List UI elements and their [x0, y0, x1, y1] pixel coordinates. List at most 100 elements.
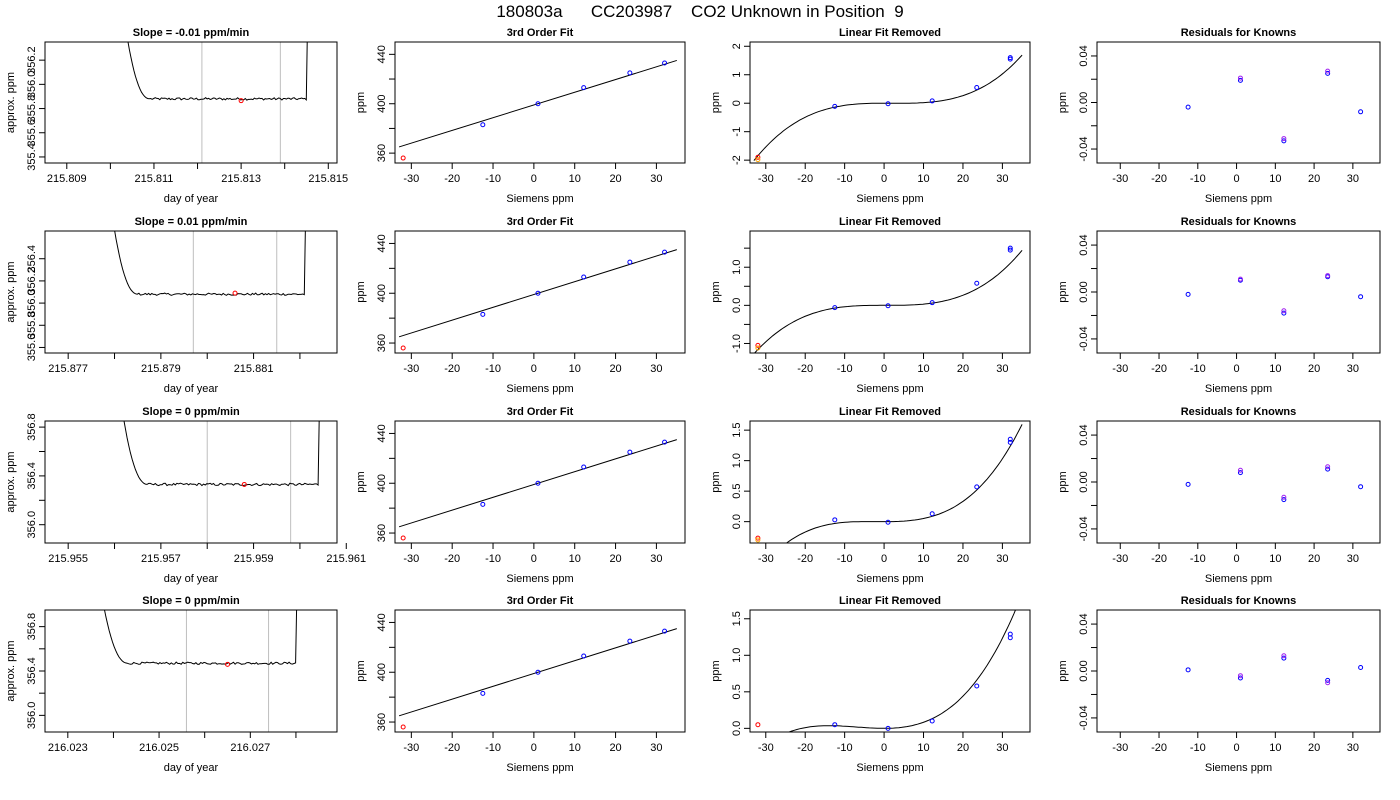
x-tick-label: 215.815 [308, 173, 348, 185]
x-axis-label: Siemens ppm [506, 573, 573, 585]
y-tick-label: 0.00 [1078, 471, 1090, 492]
panel-title: Slope = 0 ppm/min [142, 595, 240, 607]
x-tick-label: 0 [1233, 363, 1239, 375]
known-point [885, 725, 891, 731]
plot-area [398, 59, 677, 161]
unknown-point [755, 154, 761, 160]
y-tick-label: 0.00 [1078, 660, 1090, 681]
x-tick-label: -30 [403, 173, 419, 185]
x-axis-label: Siemens ppm [856, 383, 923, 395]
known-point [627, 449, 633, 455]
unknown-point [755, 722, 761, 728]
y-axis-label: ppm [710, 92, 722, 113]
plot-area [753, 245, 1023, 353]
x-tick-label: -30 [403, 553, 419, 565]
residual-point [1237, 467, 1243, 473]
x-tick-label: -30 [758, 363, 774, 375]
x-tick-label: 215.957 [141, 553, 181, 565]
x-tick-label: 10 [917, 553, 929, 565]
plot-area [1185, 273, 1364, 316]
x-tick-label: 216.025 [139, 742, 179, 754]
known-point [832, 305, 838, 311]
known-point [627, 70, 633, 76]
panel-r2c3: Residuals for Knowns Siemens ppm ppm -30 -20… [1057, 406, 1381, 585]
x-tick-label: -10 [485, 553, 501, 565]
y-axis-label: ppm [710, 281, 722, 302]
plot-area [398, 439, 677, 541]
x-tick-label: 215.955 [48, 553, 88, 565]
x-tick-label: -20 [797, 173, 813, 185]
known-point [581, 464, 587, 470]
plot-frame [394, 609, 686, 733]
x-tick-label: 20 [609, 173, 621, 185]
y-tick-label: 2 [731, 43, 743, 49]
residual-point [1237, 276, 1243, 282]
x-tick-label: 30 [1347, 742, 1359, 754]
y-tick-label: 356.8 [26, 613, 38, 641]
x-tick-label: -20 [1151, 553, 1167, 565]
known-point [480, 690, 486, 696]
panel-title: 3rd Order Fit [507, 406, 574, 418]
known-point [662, 439, 668, 445]
x-tick-label: 30 [996, 363, 1008, 375]
panel-r0c0: Slope = -0.01 ppm/min day of year approx. … [5, 27, 348, 205]
panel-title: 3rd Order Fit [507, 27, 574, 39]
unknown-marker [232, 290, 238, 296]
x-tick-label: 30 [1347, 553, 1359, 565]
known-point [581, 85, 587, 91]
x-tick-label: 0 [1233, 173, 1239, 185]
x-tick-label: 0 [531, 553, 537, 565]
x-tick-label: -30 [403, 363, 419, 375]
x-tick-label: -10 [1190, 553, 1206, 565]
x-tick-label: 20 [957, 553, 969, 565]
known-point [974, 683, 980, 689]
known-point [929, 98, 935, 104]
x-tick-label: -30 [758, 173, 774, 185]
x-tick-label: 10 [569, 173, 581, 185]
panel-title: Residuals for Knowns [1181, 595, 1297, 607]
plot-frame [44, 230, 338, 354]
trace-line [114, 231, 306, 296]
plot-frame [44, 420, 338, 544]
y-tick-label: 356.4 [26, 245, 38, 273]
y-axis-label: approx. ppm [5, 640, 17, 701]
x-tick-label: 30 [996, 742, 1008, 754]
y-axis-label: ppm [1057, 281, 1069, 302]
known-point [832, 103, 838, 109]
y-axis-label: ppm [1057, 660, 1069, 681]
known-point [581, 274, 587, 280]
x-tick-label: -10 [485, 173, 501, 185]
x-tick-label: 30 [996, 173, 1008, 185]
x-tick-label: 30 [1347, 173, 1359, 185]
y-tick-label: 356.2 [26, 267, 38, 295]
y-tick-label: -0.04 [1078, 516, 1090, 541]
known-point [974, 280, 980, 286]
x-tick-label: 10 [917, 363, 929, 375]
y-tick-label: 355.6 [26, 119, 38, 147]
x-tick-label: 215.961 [326, 553, 366, 565]
known-point [929, 511, 935, 517]
known-point [974, 484, 980, 490]
x-tick-label: 20 [957, 742, 969, 754]
x-tick-label: -30 [1112, 742, 1128, 754]
residual-point [1237, 77, 1243, 83]
residual-point [1325, 677, 1331, 683]
fit-line [398, 249, 677, 338]
known-point [581, 653, 587, 659]
x-axis-label: Siemens ppm [1205, 383, 1272, 395]
x-tick-label: -30 [758, 553, 774, 565]
x-tick-label: -10 [1190, 363, 1206, 375]
y-tick-label: 355.4 [26, 143, 38, 171]
x-tick-label: -20 [1151, 363, 1167, 375]
unknown-point [755, 535, 761, 541]
y-tick-label: 0.00 [1078, 281, 1090, 302]
x-tick-label: 10 [1269, 173, 1281, 185]
x-tick-label: -10 [837, 742, 853, 754]
y-tick-label: -1 [731, 127, 743, 137]
y-tick-label: 0 [731, 100, 743, 106]
x-tick-label: 10 [1269, 553, 1281, 565]
y-tick-label: 360 [376, 334, 388, 352]
residual-point [1358, 294, 1364, 300]
y-axis-label: ppm [1057, 92, 1069, 113]
x-axis-label: Siemens ppm [856, 573, 923, 585]
